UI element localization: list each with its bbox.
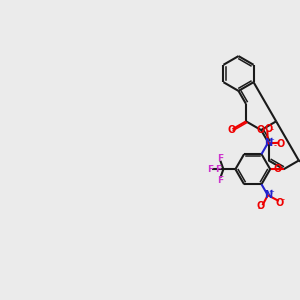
- Text: -: -: [274, 141, 277, 150]
- Text: -: -: [257, 204, 260, 213]
- Text: +: +: [268, 136, 274, 142]
- Text: N: N: [264, 138, 272, 148]
- Text: O: O: [264, 124, 272, 134]
- Text: O: O: [257, 125, 265, 135]
- Text: O: O: [256, 201, 265, 211]
- Text: O: O: [227, 125, 236, 135]
- Text: -: -: [270, 125, 273, 134]
- Text: F: F: [207, 165, 213, 174]
- Text: O: O: [276, 198, 284, 208]
- Text: O: O: [274, 164, 282, 174]
- Text: +: +: [268, 189, 274, 195]
- Text: F: F: [217, 154, 224, 163]
- Text: F: F: [217, 176, 224, 184]
- Text: O: O: [277, 139, 285, 149]
- Text: F: F: [215, 165, 221, 174]
- Text: -: -: [282, 195, 285, 204]
- Text: N: N: [264, 190, 272, 200]
